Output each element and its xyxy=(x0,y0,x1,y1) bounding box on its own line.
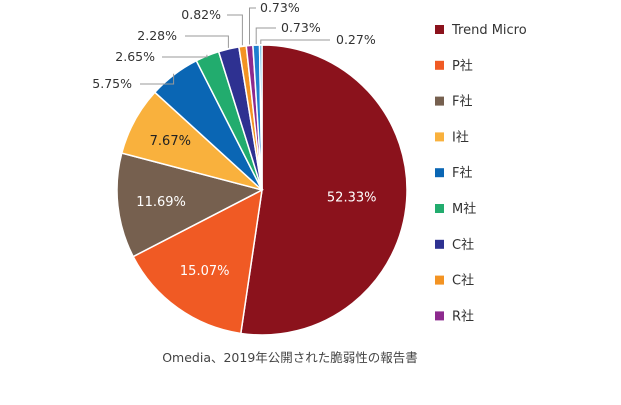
legend-entry-4: F社 xyxy=(452,165,472,181)
pie-slice-10 xyxy=(258,44,263,191)
slice-label-1: 15.07% xyxy=(180,264,230,279)
legend-entry-6: C社 xyxy=(452,237,474,253)
leader-line-5 xyxy=(162,54,208,58)
slice-label-7: 0.82% xyxy=(181,7,221,22)
legend-swatch-4 xyxy=(435,168,444,178)
leader-line-10 xyxy=(260,39,330,44)
legend-entry-2: F社 xyxy=(452,94,472,110)
legend: Trend Micro P社 F社 I社 F社 M社 C社 C社 R社 xyxy=(435,23,527,324)
leader-line-8 xyxy=(249,7,256,45)
legend-swatch-8 xyxy=(435,311,444,321)
slice-label-8: 0.73% xyxy=(260,0,300,15)
leader-line-7 xyxy=(227,14,243,46)
legend-entry-5: M社 xyxy=(452,201,476,217)
pie-slice-2 xyxy=(116,152,265,258)
slice-labels: 52.33% 15.07% 11.69% 7.67% 5.75% 2.65% 2.28% 0.… xyxy=(92,0,376,279)
slice-label-0: 52.33% xyxy=(327,191,377,206)
slice-label-6: 2.28% xyxy=(137,28,177,43)
slice-label-4: 5.75% xyxy=(92,76,132,91)
legend-entry-3: I社 xyxy=(452,129,469,145)
legend-entry-1: P社 xyxy=(452,58,473,74)
slice-label-9: 0.73% xyxy=(281,20,321,35)
legend-swatch-3 xyxy=(435,132,444,142)
pie-slice-1 xyxy=(132,188,263,335)
slice-label-2: 11.69% xyxy=(136,195,186,210)
legend-swatch-2 xyxy=(435,96,444,106)
leader-lines xyxy=(140,7,330,85)
slice-label-3: 7.67% xyxy=(150,134,191,149)
legend-swatch-0 xyxy=(435,25,444,34)
legend-swatch-6 xyxy=(435,239,444,249)
leader-line-9 xyxy=(255,27,276,45)
legend-entry-7: C社 xyxy=(452,273,474,289)
slice-label-10: 0.27% xyxy=(336,32,376,47)
legend-entry-0: Trend Micro xyxy=(451,23,527,38)
slice-label-5: 2.65% xyxy=(115,49,155,64)
chart-caption: Omedia、2019年公開された脆弱性の報告書 xyxy=(162,350,418,365)
leader-line-4 xyxy=(140,73,175,85)
pie-slice-0 xyxy=(239,44,408,336)
legend-swatch-7 xyxy=(435,275,444,285)
legend-entry-8: R社 xyxy=(452,308,474,324)
legend-swatch-5 xyxy=(435,204,444,213)
leader-line-6 xyxy=(185,35,229,48)
legend-swatch-1 xyxy=(435,60,444,70)
